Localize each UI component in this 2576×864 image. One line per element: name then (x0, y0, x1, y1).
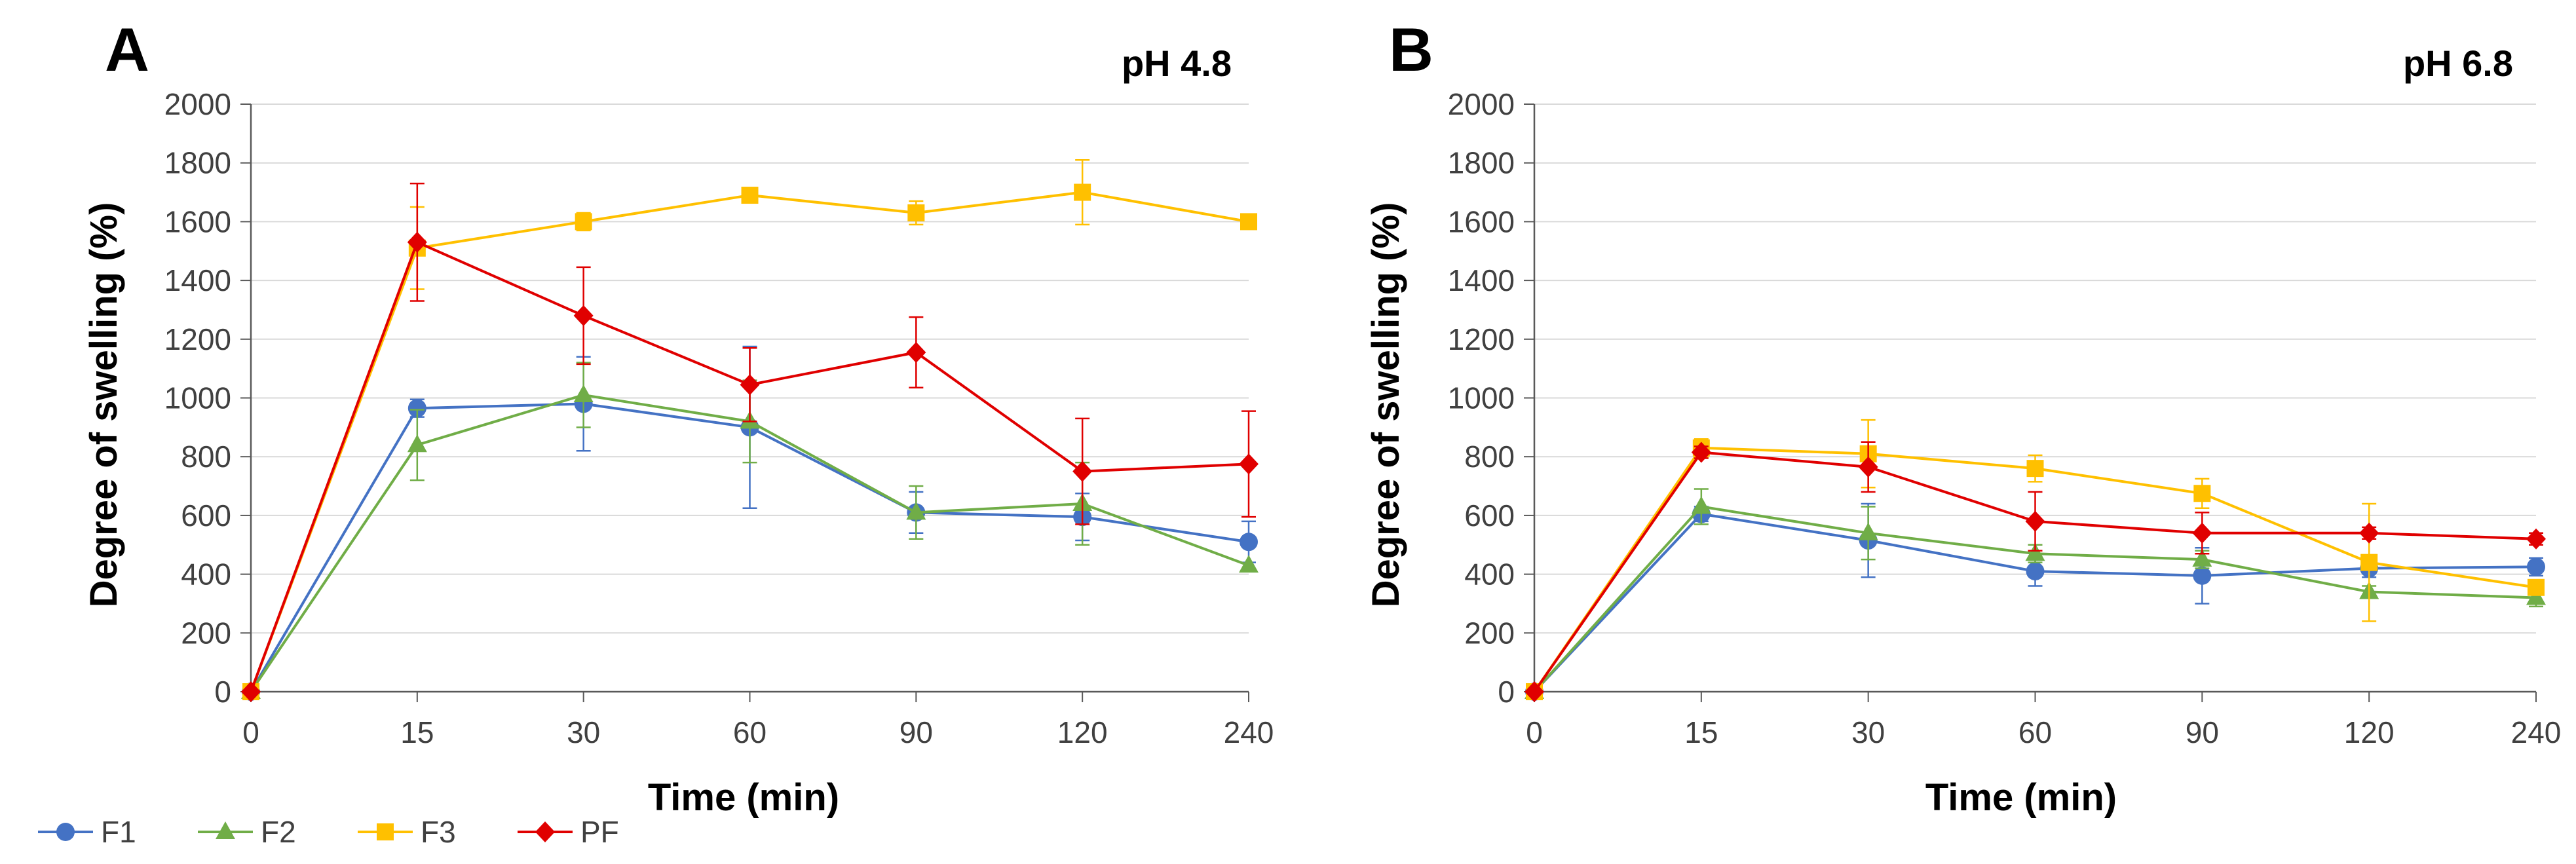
panel-b-series-pf-point (2025, 510, 2045, 532)
panel-b-y-tick-label: 600 (1464, 498, 1515, 533)
panel-b-x-tick-label: 0 (1526, 715, 1543, 749)
panel-b-y-tick-label: 1600 (1448, 204, 1515, 238)
panel-b-series-f1-point (2527, 557, 2545, 576)
panel-b-series-pf-point (2192, 522, 2212, 544)
legend-label: F2 (261, 815, 296, 849)
legend-label: F3 (421, 815, 456, 849)
panel-a-chart: A pH 4.8 Degree of swelling (%) Time (mi… (83, 15, 1274, 819)
panel-a-y-tick-label: 1000 (164, 381, 231, 415)
panel-b-y-tick-label: 200 (1464, 616, 1515, 650)
panel-a-series-f1-point (407, 399, 426, 418)
panel-a-series-f3-point (1240, 213, 1257, 231)
panel-b-y-tick-label: 1800 (1448, 146, 1515, 180)
panel-b-series-f3-point (2528, 578, 2545, 596)
legend-label: PF (580, 815, 619, 849)
panel-a-title: pH 4.8 (1122, 43, 1232, 84)
panel-a-y-tick-label: 400 (181, 557, 231, 592)
panel-b-x-tick-label: 240 (2511, 715, 2562, 749)
panel-a-letter: A (105, 15, 149, 84)
panel-b-series-pf-point (2526, 528, 2546, 550)
panel-a-series-pf-point (906, 341, 926, 363)
panel-a-series-f3-point (907, 204, 925, 221)
panel-a-series-pf-point (241, 681, 261, 702)
panel-a-x-tick-label: 90 (900, 715, 933, 749)
panel-b-x-tick-label: 120 (2344, 715, 2395, 749)
panel-a-x-tick-label: 240 (1224, 715, 1274, 749)
panel-b-series-f3-point (2026, 460, 2044, 478)
panel-a-x-tick-label: 15 (400, 715, 434, 749)
panel-a-y-tick-label: 1600 (164, 204, 231, 238)
panel-b-series-f2-point (1691, 496, 1711, 514)
legend-triangle-marker (216, 821, 235, 839)
panel-a-y-tick-label: 1800 (164, 146, 231, 180)
panel-b-series-f2-point (2192, 549, 2212, 567)
panel-a-series-pf-point (740, 374, 760, 396)
panel-b-y-tick-label: 0 (1498, 675, 1515, 709)
panel-a-y-tick-label: 600 (181, 498, 231, 533)
panel-a-series-pf-point (573, 305, 594, 326)
panel-b-y-tick-label: 1400 (1448, 263, 1515, 297)
panel-a-y-tick-label: 1400 (164, 263, 231, 297)
panel-b-series-f3-point (2193, 485, 2211, 502)
panel-a-series-pf-point (407, 231, 427, 253)
panel-b-series-pf-point (1858, 456, 1878, 478)
panel-b-series-pf-point (2359, 522, 2379, 544)
legend-circle-marker (56, 823, 75, 841)
panel-a-series-f2-point (573, 385, 594, 403)
legend-item-f3: F3 (358, 815, 456, 849)
panel-b-series-pf-point (1525, 681, 1544, 702)
panel-b-series-f1-point (2026, 562, 2045, 581)
panel-a-y-axis-title: Degree of swelling (%) (83, 202, 125, 608)
legend-item-pf: PF (518, 815, 619, 849)
panel-b-series-f2-point (1858, 522, 1878, 540)
panel-b-series-pf (1525, 441, 2546, 702)
panel-a-y-tick-label: 0 (214, 675, 231, 709)
panel-b-title: pH 6.8 (2403, 43, 2513, 84)
panel-b-y-tick-label: 1200 (1448, 322, 1515, 356)
panel-a-x-tick-label: 30 (567, 715, 600, 749)
legend-item-f1: F1 (38, 815, 136, 849)
panel-a-y-tick-label: 1200 (164, 322, 231, 356)
panel-a-series-f3-point (741, 187, 759, 204)
panel-a-series-pf (241, 182, 1259, 702)
panel-a-x-axis-title: Time (min) (648, 776, 839, 819)
panel-b-series-pf-point (1691, 441, 1711, 463)
panel-a-y-tick-label: 800 (181, 440, 231, 474)
panel-b-letter: B (1389, 15, 1433, 84)
panel-a-series-pf-point (1072, 460, 1093, 482)
legend-square-marker (377, 823, 394, 840)
panel-b-x-tick-label: 60 (2018, 715, 2052, 749)
panel-b-series-f1-point (2193, 566, 2212, 585)
panel-b-x-tick-label: 30 (1851, 715, 1885, 749)
panel-a-series-f2-point (1239, 555, 1259, 573)
panel-a-series-f2-point (906, 502, 926, 520)
panel-a-x-tick-label: 0 (242, 715, 259, 749)
panel-b-chart: B pH 6.8 Degree of swelling (%) Time (mi… (1365, 15, 2561, 819)
panel-b-x-tick-label: 90 (2186, 715, 2219, 749)
panel-a-x-tick-label: 120 (1057, 715, 1108, 749)
panel-a-series-f2-point (407, 434, 427, 453)
panel-a-y-tick-label: 2000 (164, 87, 231, 121)
panel-b-series-f3-point (2360, 554, 2378, 571)
panel-a-y-tick-label: 200 (181, 616, 231, 650)
panel-a-series-pf-point (1239, 453, 1259, 475)
panel-b-x-tick-label: 15 (1684, 715, 1718, 749)
panel-a-series-f1-point (1240, 533, 1258, 552)
panel-b-y-tick-label: 400 (1464, 557, 1515, 592)
legend-label: F1 (101, 815, 136, 849)
legend-diamond-marker (535, 821, 555, 842)
panel-b-series-f2-point (2025, 543, 2045, 561)
panel-a-x-tick-label: 60 (733, 715, 767, 749)
panel-b-y-tick-label: 1000 (1448, 381, 1515, 415)
legend: F1 F2 F3 PF (38, 815, 619, 849)
legend-item-f2: F2 (198, 815, 296, 849)
panel-a-series-f3-point (1074, 183, 1091, 201)
panel-b-x-axis-title: Time (min) (1925, 776, 2117, 819)
panel-b-series-f2-point (2526, 587, 2546, 605)
panel-a-series-f3-point (575, 213, 592, 231)
panel-b-y-tick-label: 2000 (1448, 87, 1515, 121)
panel-b-y-axis-title: Degree of swelling (%) (1365, 202, 1407, 608)
panel-b-y-tick-label: 800 (1464, 440, 1515, 474)
